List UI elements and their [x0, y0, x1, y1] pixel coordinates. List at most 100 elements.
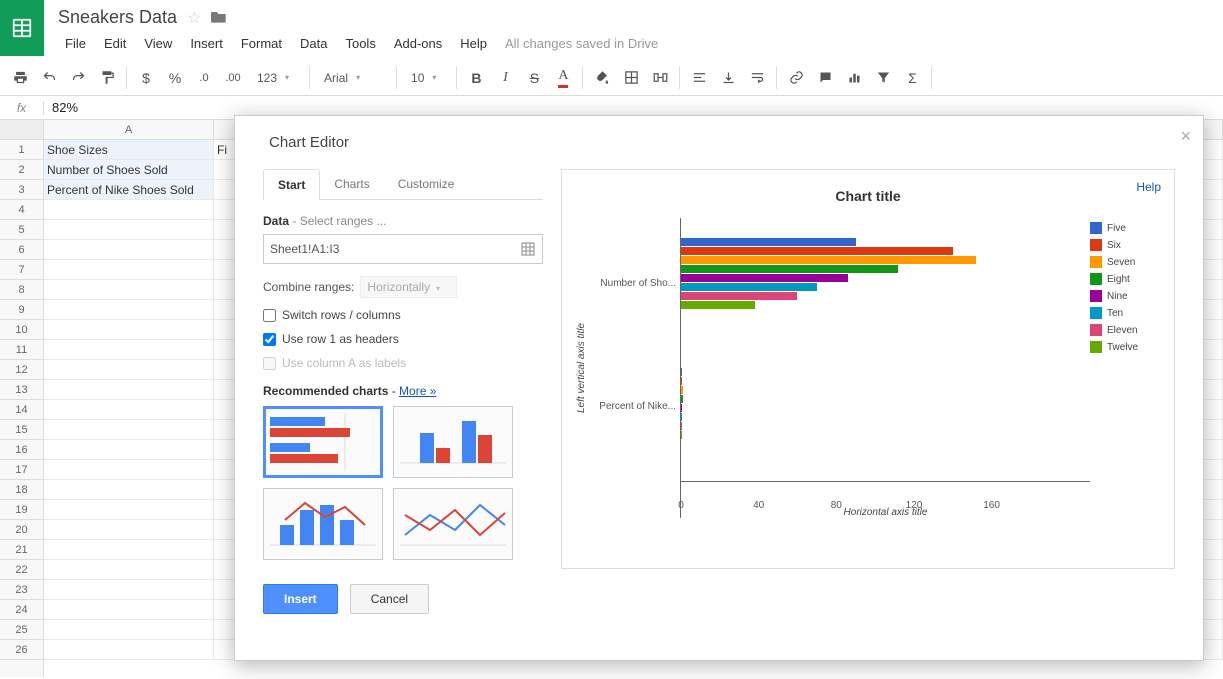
- row-header[interactable]: 23: [0, 580, 43, 600]
- row1-headers-checkbox[interactable]: Use row 1 as headers: [263, 332, 543, 346]
- more-link[interactable]: More »: [399, 384, 436, 398]
- row-header[interactable]: 18: [0, 480, 43, 500]
- combine-dropdown[interactable]: Horizontally: [360, 276, 457, 298]
- paint-format-icon[interactable]: [93, 64, 121, 92]
- menu-addons[interactable]: Add-ons: [387, 34, 449, 53]
- row-header[interactable]: 19: [0, 500, 43, 520]
- cell[interactable]: [44, 280, 214, 300]
- valign-icon[interactable]: [714, 64, 742, 92]
- cell[interactable]: [44, 380, 214, 400]
- cell[interactable]: [44, 440, 214, 460]
- cell[interactable]: [44, 260, 214, 280]
- filter-icon[interactable]: [869, 64, 897, 92]
- menu-format[interactable]: Format: [234, 34, 289, 53]
- cell[interactable]: [44, 480, 214, 500]
- merge-icon[interactable]: [646, 64, 674, 92]
- star-icon[interactable]: ☆: [187, 8, 201, 28]
- formula-input[interactable]: 82%: [44, 100, 1223, 115]
- dec-increase-icon[interactable]: .00: [219, 64, 247, 92]
- row-header[interactable]: 13: [0, 380, 43, 400]
- dec-decrease-icon[interactable]: .0: [190, 64, 218, 92]
- row-header[interactable]: 7: [0, 260, 43, 280]
- menu-view[interactable]: View: [137, 34, 179, 53]
- cell[interactable]: [44, 420, 214, 440]
- wrap-icon[interactable]: [743, 64, 771, 92]
- row-header[interactable]: 12: [0, 360, 43, 380]
- range-input[interactable]: Sheet1!A1:I3: [263, 234, 543, 264]
- cell[interactable]: Number of Shoes Sold: [44, 160, 214, 180]
- percent-icon[interactable]: %: [161, 64, 189, 92]
- cell[interactable]: [44, 560, 214, 580]
- comment-icon[interactable]: [811, 64, 839, 92]
- row-header[interactable]: 6: [0, 240, 43, 260]
- cell[interactable]: [44, 580, 214, 600]
- fill-color-icon[interactable]: [588, 64, 616, 92]
- cell[interactable]: [44, 220, 214, 240]
- cell[interactable]: Percent of Nike Shoes Sold: [44, 180, 214, 200]
- row-header[interactable]: 1: [0, 140, 43, 160]
- font-size-dd[interactable]: 10: [402, 64, 451, 92]
- menu-help[interactable]: Help: [453, 34, 494, 53]
- borders-icon[interactable]: [617, 64, 645, 92]
- cell[interactable]: [44, 240, 214, 260]
- sheets-logo[interactable]: [0, 0, 44, 56]
- row-header[interactable]: 3: [0, 180, 43, 200]
- chart-icon[interactable]: [840, 64, 868, 92]
- menu-file[interactable]: File: [58, 34, 93, 53]
- link-icon[interactable]: [782, 64, 810, 92]
- bold-icon[interactable]: B: [462, 64, 490, 92]
- menu-edit[interactable]: Edit: [97, 34, 133, 53]
- chart-thumb[interactable]: [393, 488, 513, 560]
- cell[interactable]: [44, 300, 214, 320]
- chart-thumb[interactable]: [393, 406, 513, 478]
- cell[interactable]: [44, 400, 214, 420]
- row-header[interactable]: 26: [0, 640, 43, 660]
- col-header-a[interactable]: A: [44, 120, 214, 140]
- halign-icon[interactable]: [685, 64, 713, 92]
- row-header[interactable]: 10: [0, 320, 43, 340]
- row-header[interactable]: 8: [0, 280, 43, 300]
- tab-customize[interactable]: Customize: [384, 169, 469, 199]
- row-header[interactable]: 9: [0, 300, 43, 320]
- insert-button[interactable]: Insert: [263, 584, 338, 614]
- text-color-icon[interactable]: A: [549, 64, 577, 92]
- row-header[interactable]: 25: [0, 620, 43, 640]
- cell[interactable]: [44, 340, 214, 360]
- cell[interactable]: [44, 620, 214, 640]
- folder-icon[interactable]: [211, 7, 227, 28]
- font-family-dd[interactable]: Arial: [315, 64, 391, 92]
- tab-charts[interactable]: Charts: [320, 169, 383, 199]
- row-header[interactable]: 2: [0, 160, 43, 180]
- print-icon[interactable]: [6, 64, 34, 92]
- cell[interactable]: [44, 600, 214, 620]
- chart-thumb[interactable]: [263, 488, 383, 560]
- row-header[interactable]: 5: [0, 220, 43, 240]
- cell[interactable]: [44, 540, 214, 560]
- chart-thumb[interactable]: [263, 406, 383, 478]
- row-header[interactable]: 14: [0, 400, 43, 420]
- row-header[interactable]: 21: [0, 540, 43, 560]
- switch-rows-checkbox[interactable]: Switch rows / columns: [263, 308, 543, 322]
- row-header[interactable]: 15: [0, 420, 43, 440]
- grid-select-icon[interactable]: [520, 241, 536, 257]
- row-header[interactable]: 24: [0, 600, 43, 620]
- cell[interactable]: [44, 520, 214, 540]
- italic-icon[interactable]: I: [491, 64, 519, 92]
- row-header[interactable]: 20: [0, 520, 43, 540]
- cell[interactable]: [44, 640, 214, 660]
- number-format-dd[interactable]: 123: [248, 64, 304, 92]
- menu-tools[interactable]: Tools: [338, 34, 382, 53]
- row-header[interactable]: 4: [0, 200, 43, 220]
- doc-title[interactable]: Sneakers Data: [58, 7, 177, 28]
- currency-icon[interactable]: $: [132, 64, 160, 92]
- cell[interactable]: [44, 200, 214, 220]
- functions-icon[interactable]: Σ: [898, 64, 926, 92]
- row-header[interactable]: 22: [0, 560, 43, 580]
- cell[interactable]: [44, 500, 214, 520]
- cell[interactable]: [44, 360, 214, 380]
- close-icon[interactable]: ×: [1180, 126, 1191, 147]
- tab-start[interactable]: Start: [263, 169, 320, 200]
- strike-icon[interactable]: S: [520, 64, 548, 92]
- row-header[interactable]: 11: [0, 340, 43, 360]
- undo-icon[interactable]: [35, 64, 63, 92]
